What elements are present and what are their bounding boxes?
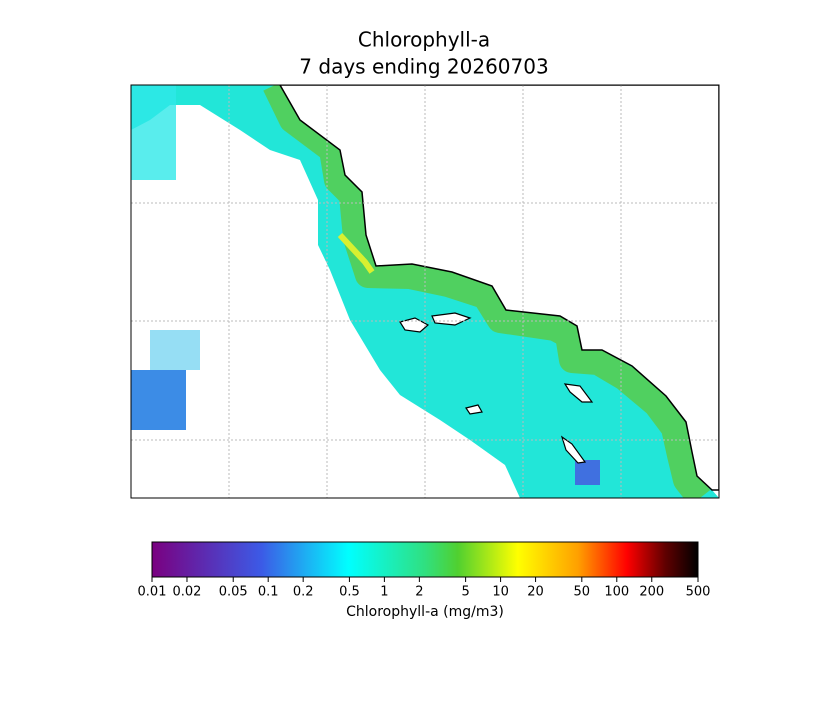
tick-label: 50 xyxy=(574,585,591,600)
tick-label: 20 xyxy=(527,585,544,600)
tick-label: 2 xyxy=(415,585,423,600)
colorbar-ticks: 0.01 0.02 0.05 0.1 0.2 0.5 1 2 5 10 20 50 100 200 500 xyxy=(138,577,711,600)
island xyxy=(560,435,587,464)
tick-label: 100 xyxy=(604,585,629,600)
coastal-band xyxy=(263,85,711,498)
tick-label: 0.2 xyxy=(293,585,314,600)
ocean-data xyxy=(131,85,176,180)
high-chl xyxy=(337,232,375,274)
title: Chlorophyll-a xyxy=(358,28,490,52)
ocean-data xyxy=(131,370,186,430)
tick-label: 500 xyxy=(686,585,711,600)
island xyxy=(431,312,472,326)
island xyxy=(563,383,594,403)
ocean-data xyxy=(150,330,200,370)
map-frame xyxy=(130,84,720,499)
tick-label: 0.05 xyxy=(219,585,248,600)
tick-label: 10 xyxy=(492,585,509,600)
ocean-data xyxy=(575,460,600,485)
tick-label: 0.1 xyxy=(258,585,279,600)
tick-label: 0.02 xyxy=(173,585,202,600)
tick-label: 1 xyxy=(380,585,388,600)
island xyxy=(465,404,483,415)
graticule xyxy=(131,85,719,498)
tick-label: 200 xyxy=(639,585,664,600)
subtitle: 7 days ending 20260703 xyxy=(299,55,548,79)
colorbar xyxy=(151,541,699,578)
map xyxy=(131,85,719,498)
tick-label: 5 xyxy=(461,585,469,600)
colorbar-label: Chlorophyll-a (mg/m3) xyxy=(346,604,504,620)
tick-label: 0.5 xyxy=(339,585,360,600)
tick-label: 0.01 xyxy=(138,585,167,600)
